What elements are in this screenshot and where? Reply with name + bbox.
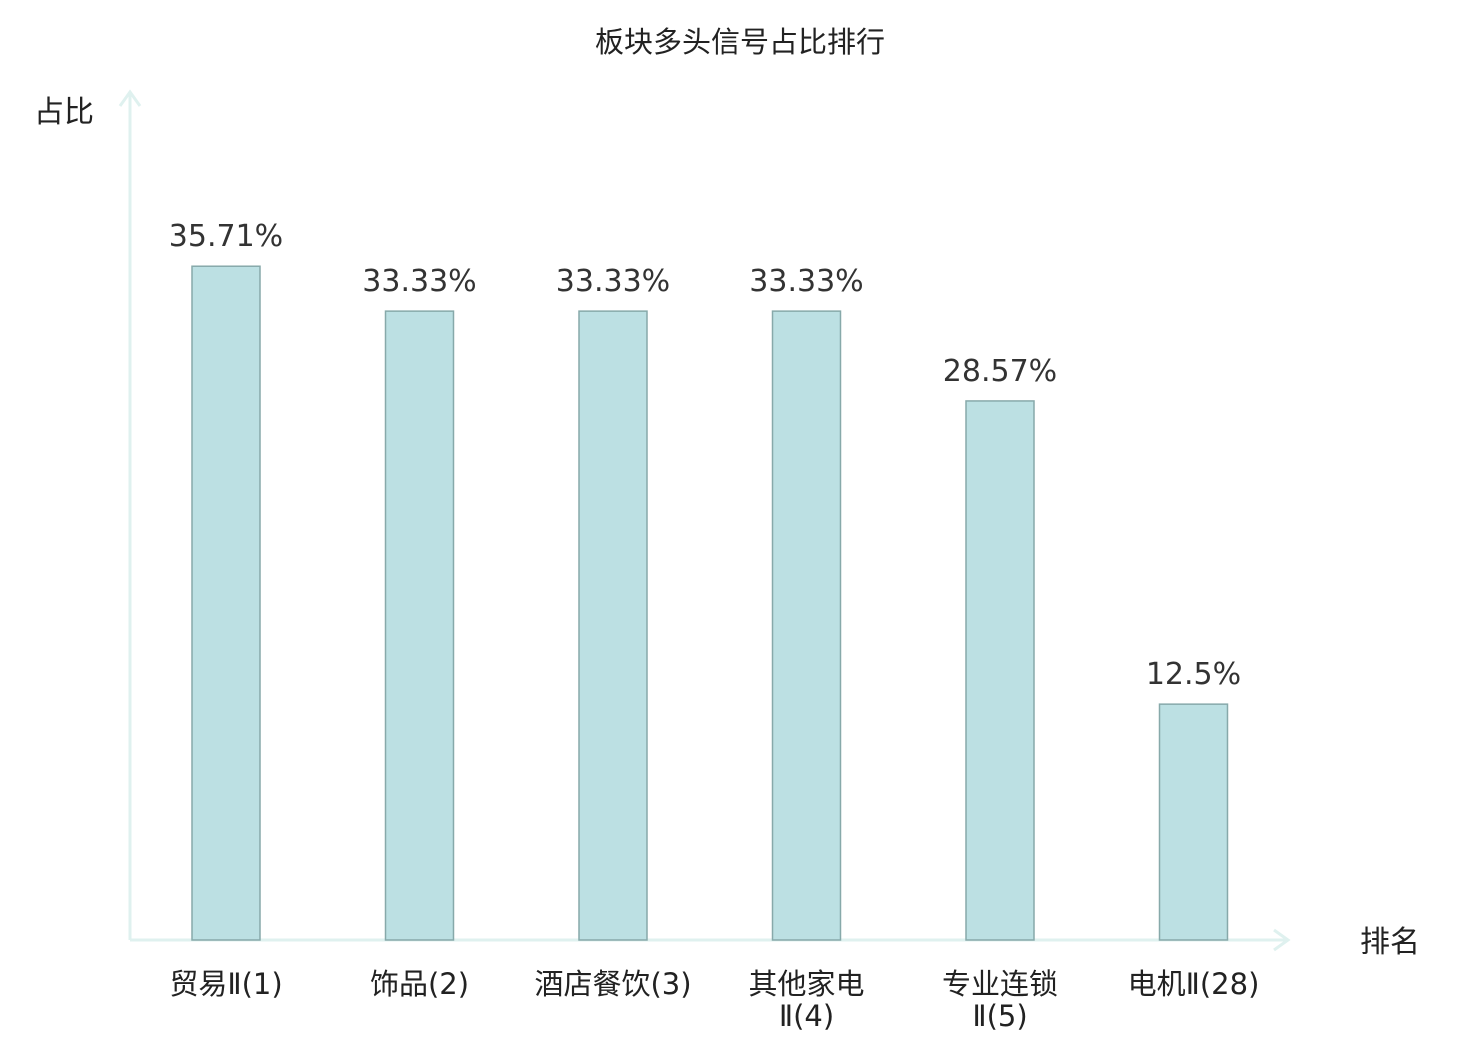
category-label-5: 专业连锁 bbox=[942, 967, 1058, 1001]
category-label-5-line-2: Ⅱ(5) bbox=[972, 999, 1027, 1033]
category-label-4-line-2: Ⅱ(4) bbox=[779, 999, 834, 1033]
category-label-3: 酒店餐饮(3) bbox=[534, 967, 691, 1001]
bar-6 bbox=[1158, 703, 1229, 941]
category-label-4: 其他家电 bbox=[748, 967, 864, 1001]
bar-5 bbox=[965, 400, 1035, 941]
bar-3 bbox=[578, 310, 648, 941]
value-label-6: 12.5% bbox=[1146, 657, 1241, 692]
category-label-1: 贸易Ⅱ(1) bbox=[169, 967, 282, 1001]
value-label-3: 33.33% bbox=[556, 264, 670, 299]
value-label-1: 35.71% bbox=[169, 219, 283, 254]
chart-title: 板块多头信号占比排行 bbox=[595, 25, 885, 59]
bar-2 bbox=[384, 310, 455, 941]
bar-1 bbox=[191, 265, 261, 941]
category-label-2: 饰品(2) bbox=[370, 967, 469, 1001]
y-axis-arrow bbox=[118, 89, 142, 107]
bar-4 bbox=[771, 310, 842, 941]
value-label-5: 28.57% bbox=[943, 354, 1057, 389]
category-label-6: 电机Ⅱ(28) bbox=[1128, 967, 1260, 1001]
x-axis-arrow bbox=[1273, 928, 1291, 952]
y-axis-label: 占比 bbox=[34, 95, 94, 130]
bar-group: 35.71% 贸易Ⅱ(1) 33.33% 饰品(2) 33.33% 酒店餐饮(3) 33.3… bbox=[169, 219, 1260, 1033]
value-label-2: 33.33% bbox=[362, 264, 476, 299]
value-label-4: 33.33% bbox=[749, 264, 863, 299]
x-axis-label: 排名 bbox=[1360, 925, 1420, 960]
